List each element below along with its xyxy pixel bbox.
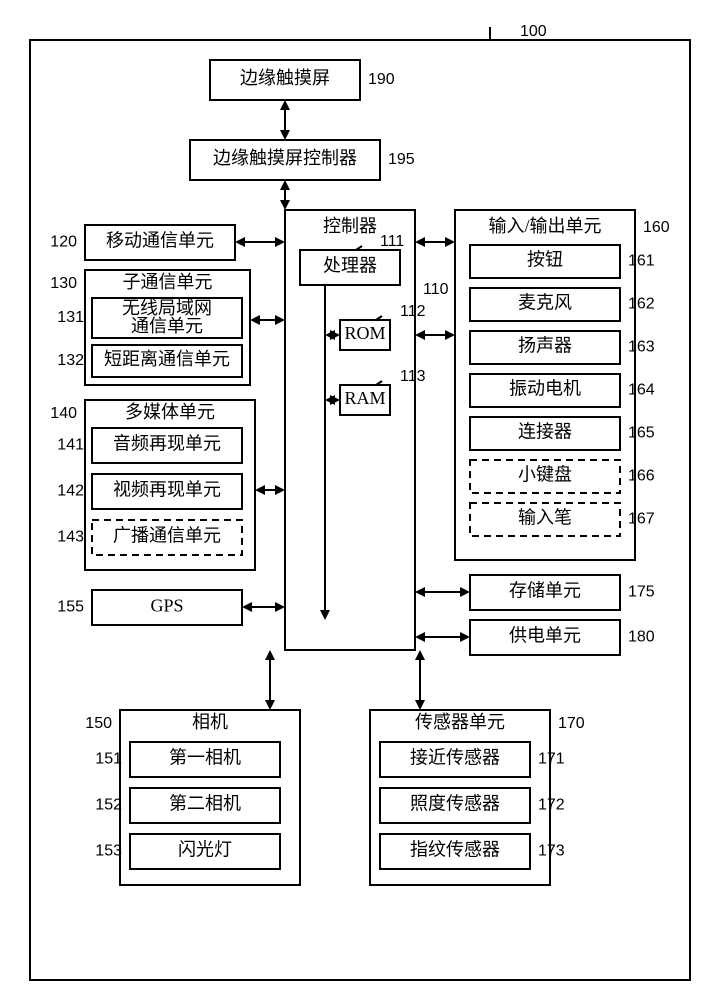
b165-label: 连接器: [518, 422, 572, 442]
b120-label: 移动通信单元: [106, 231, 214, 251]
ctrl-label: 控制器: [323, 216, 377, 236]
b132-label: 短距离通信单元: [104, 349, 230, 369]
b180-label: 供电单元: [509, 626, 581, 646]
b173-ref: 173: [538, 843, 565, 860]
g140-ref: 140: [50, 405, 77, 422]
b173-label: 指纹传感器: [410, 840, 500, 860]
b155-ref: 155: [57, 599, 84, 616]
b175-ref: 175: [628, 584, 655, 601]
b163-label: 扬声器: [518, 336, 572, 356]
b195-label: 边缘触摸屏控制器: [213, 148, 357, 168]
ctrl-ref: 110: [423, 281, 449, 298]
b164-label: 振动电机: [509, 379, 581, 399]
g160-label: 输入/输出单元: [488, 216, 601, 236]
g140-label: 多媒体单元: [125, 402, 215, 422]
b132-ref: 132: [57, 352, 84, 369]
b153-label: 闪光灯: [178, 840, 232, 860]
b162-label: 麦克风: [518, 293, 572, 313]
b165-ref: 165: [628, 425, 655, 442]
b161-ref: 161: [628, 253, 655, 270]
b152-ref: 152: [95, 797, 122, 814]
b131-label2: 通信单元: [131, 316, 203, 336]
b151-ref: 151: [95, 751, 122, 768]
b164-ref: 164: [628, 382, 655, 399]
g170-label: 传感器单元: [415, 712, 505, 732]
b175-label: 存储单元: [509, 581, 581, 601]
b120-ref: 120: [50, 234, 77, 251]
b162-ref: 162: [628, 296, 655, 313]
b111-ref: 111: [380, 233, 404, 250]
b195-ref: 195: [388, 151, 415, 168]
b113-ref: 113: [400, 368, 426, 385]
b172-ref: 172: [538, 797, 565, 814]
b180-ref: 180: [628, 629, 655, 646]
b141-label: 音频再现单元: [113, 434, 221, 454]
b190-label: 边缘触摸屏: [240, 68, 330, 88]
g150-label: 相机: [192, 712, 228, 732]
ref-100: 100: [520, 23, 547, 40]
b172-label: 照度传感器: [410, 794, 500, 814]
b171-ref: 171: [538, 751, 565, 768]
b131-label: 无线局域网: [122, 298, 212, 318]
b143-label: 广播通信单元: [113, 526, 221, 546]
b155-label: GPS: [150, 596, 183, 616]
b131-ref: 131: [57, 309, 84, 326]
b142-label: 视频再现单元: [113, 480, 221, 500]
b111-label: 处理器: [323, 256, 377, 276]
b152-label: 第二相机: [169, 794, 241, 814]
b112-label: ROM: [344, 323, 385, 343]
b112-ref: 112: [400, 303, 426, 320]
g170-ref: 170: [558, 715, 585, 732]
g130-label: 子通信单元: [123, 272, 213, 292]
g160-ref: 160: [643, 219, 670, 236]
b141-ref: 141: [57, 437, 84, 454]
b151-label: 第一相机: [169, 748, 241, 768]
g130-ref: 130: [50, 275, 77, 292]
g150-ref: 150: [85, 715, 112, 732]
b166-label: 小键盘: [518, 465, 572, 485]
b163-ref: 163: [628, 339, 655, 356]
b113-label: RAM: [344, 388, 385, 408]
b143-ref: 143: [57, 529, 84, 546]
b142-ref: 142: [57, 483, 84, 500]
b161-label: 按钮: [527, 250, 563, 270]
b166-ref: 166: [628, 468, 655, 485]
b167-label: 输入笔: [518, 508, 572, 528]
b167-ref: 167: [628, 511, 655, 528]
b153-ref: 153: [95, 843, 122, 860]
b190-ref: 190: [368, 71, 395, 88]
b171-label: 接近传感器: [410, 748, 500, 768]
